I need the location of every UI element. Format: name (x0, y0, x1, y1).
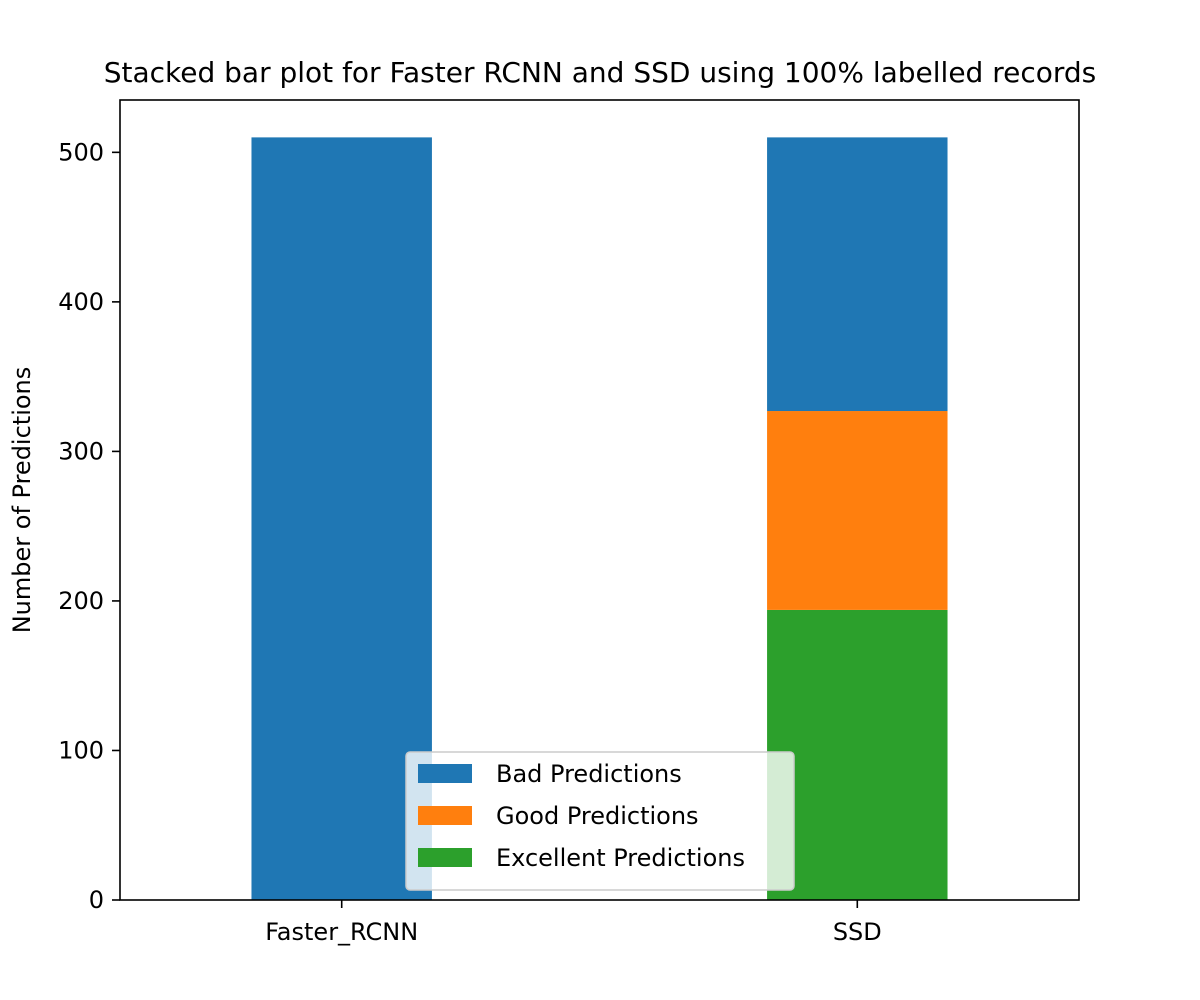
bar-ssd-excellent-predictions (767, 609, 948, 900)
x-tick-label: Faster_RCNN (265, 918, 418, 946)
legend: Bad Predictions Good Predictions Excellent… (405, 751, 795, 891)
x-axis-ticks: Faster_RCNN SSD (265, 900, 882, 946)
y-tick-label: 400 (58, 288, 104, 316)
legend-box (405, 751, 795, 891)
y-tick-label: 200 (58, 587, 104, 615)
y-tick-label: 0 (89, 886, 104, 914)
y-tick-label: 300 (58, 437, 104, 465)
legend-label-excellent-predictions: Excellent Predictions (496, 844, 745, 872)
bar-faster-rcnn-bad-predictions (251, 137, 432, 900)
legend-swatch-bad-predictions (418, 764, 472, 783)
chart-title: Stacked bar plot for Faster RCNN and SSD… (104, 56, 1097, 89)
bar-ssd-good-predictions (767, 411, 948, 610)
x-tick-label: SSD (833, 918, 882, 946)
bars-layer (251, 137, 948, 900)
legend-label-bad-predictions: Bad Predictions (496, 760, 682, 788)
y-axis-label: Number of Predictions (8, 367, 36, 634)
legend-swatch-good-predictions (418, 806, 472, 825)
y-tick-label: 500 (58, 138, 104, 166)
plot-area-frame (119, 99, 1080, 901)
y-tick-label: 100 (58, 736, 104, 764)
legend-label-good-predictions: Good Predictions (496, 802, 699, 830)
legend-swatch-excellent-predictions (418, 848, 472, 867)
bar-ssd-bad-predictions (767, 137, 948, 412)
y-axis-ticks: 0 100 200 300 400 500 (58, 138, 120, 914)
